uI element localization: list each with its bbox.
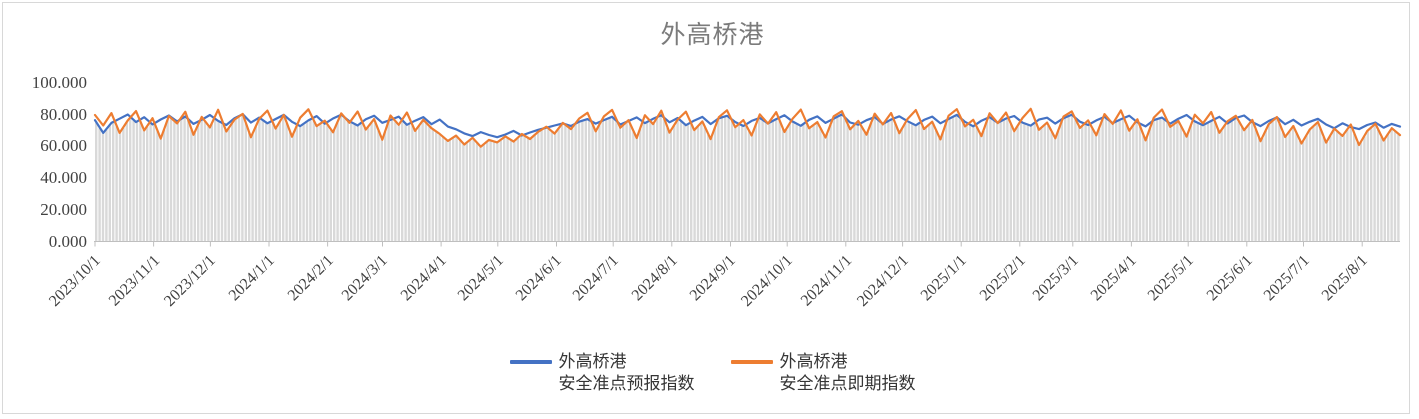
y-axis-label: 60.000 (40, 136, 87, 155)
legend-label-forecast-line2: 安全准点预报指数 (558, 374, 695, 393)
legend-swatch-forecast-line (509, 360, 552, 364)
legend-label-spot-line1: 外高桥港 (779, 352, 848, 371)
drop-lines (95, 115, 1400, 242)
plot-area (93, 107, 1402, 247)
legend: 外高桥港 安全准点预报指数 外高桥港 安全准点即期指数 (3, 351, 1419, 395)
legend-label-forecast-line1: 外高桥港 (558, 352, 627, 371)
chart-container: 外高桥港 0.000 20.000 40.000 60.000 80.000 100.00… (2, 2, 1410, 414)
chart-title: 外高桥港 (660, 21, 765, 49)
x-axis-ticks (94, 241, 1363, 247)
y-axis-label: 0.000 (48, 232, 87, 251)
y-axis-label: 40.000 (40, 168, 87, 187)
legend-swatch-spot-line (730, 360, 773, 364)
legend-label-spot-line2: 安全准点即期指数 (779, 374, 916, 393)
legend-item-spot[interactable]: 外高桥港 安全准点即期指数 (730, 351, 916, 395)
legend-item-forecast[interactable]: 外高桥港 安全准点预报指数 (509, 351, 695, 395)
series-line-spot (93, 107, 1402, 148)
y-axis-label: 20.000 (40, 200, 87, 219)
y-axis-label: 100.000 (31, 73, 87, 92)
y-axis-label: 80.000 (40, 105, 87, 124)
